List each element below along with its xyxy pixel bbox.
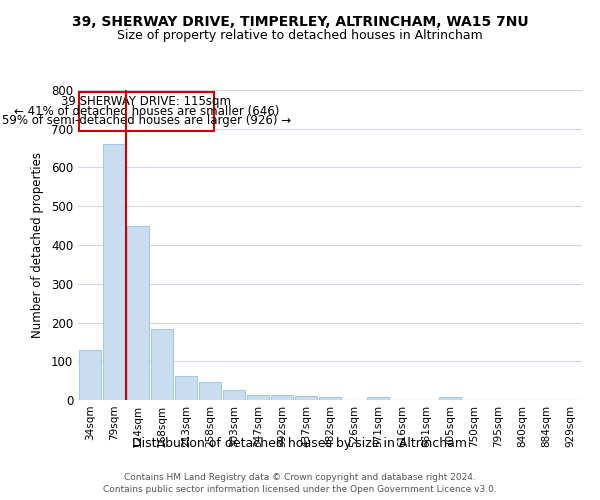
Text: Distribution of detached houses by size in Altrincham: Distribution of detached houses by size … xyxy=(133,438,467,450)
Bar xyxy=(271,394,293,400)
Bar xyxy=(175,376,197,400)
Bar xyxy=(295,396,317,400)
Bar xyxy=(247,396,269,400)
Bar xyxy=(79,350,101,400)
Bar xyxy=(199,382,221,400)
Bar xyxy=(103,144,125,400)
Text: ← 41% of detached houses are smaller (646): ← 41% of detached houses are smaller (64… xyxy=(14,104,279,118)
Bar xyxy=(151,329,173,400)
Bar xyxy=(319,397,341,400)
Text: 39, SHERWAY DRIVE, TIMPERLEY, ALTRINCHAM, WA15 7NU: 39, SHERWAY DRIVE, TIMPERLEY, ALTRINCHAM… xyxy=(71,15,529,29)
FancyBboxPatch shape xyxy=(79,92,214,130)
Text: 39 SHERWAY DRIVE: 115sqm: 39 SHERWAY DRIVE: 115sqm xyxy=(61,95,232,108)
Text: 59% of semi-detached houses are larger (926) →: 59% of semi-detached houses are larger (… xyxy=(2,114,291,128)
Text: Size of property relative to detached houses in Altrincham: Size of property relative to detached ho… xyxy=(117,28,483,42)
Bar xyxy=(367,397,389,400)
Y-axis label: Number of detached properties: Number of detached properties xyxy=(31,152,44,338)
Bar xyxy=(127,226,149,400)
Bar xyxy=(223,390,245,400)
Text: Contains public sector information licensed under the Open Government Licence v3: Contains public sector information licen… xyxy=(103,485,497,494)
Bar xyxy=(439,396,461,400)
Text: Contains HM Land Registry data © Crown copyright and database right 2024.: Contains HM Land Registry data © Crown c… xyxy=(124,472,476,482)
